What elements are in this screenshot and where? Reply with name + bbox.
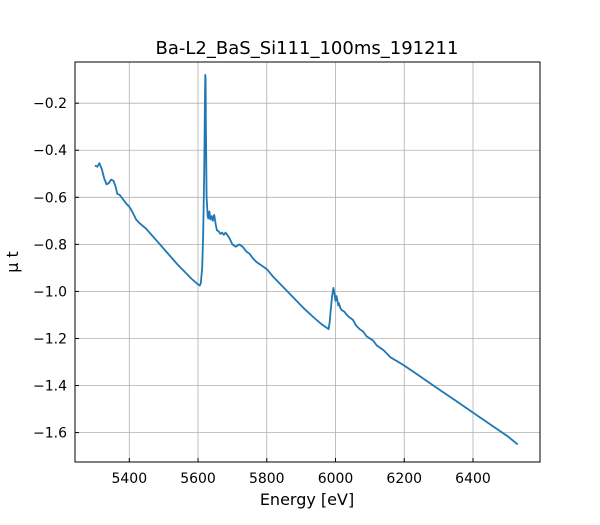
plot-frame <box>74 61 541 463</box>
grid-lines <box>75 62 540 462</box>
y-tick-label: −0.8 <box>33 237 67 253</box>
x-tick-label: 6200 <box>386 471 422 487</box>
y-tick-label: −0.6 <box>33 190 67 206</box>
axis-ticks: 5400 5600 5800 6000 6200 6400 −0.2 −0.4 −0.6 −0.8… <box>33 96 491 487</box>
y-axis-label: μ t <box>3 251 22 273</box>
y-tick-label: −1.4 <box>33 379 67 395</box>
series-line <box>94 74 519 446</box>
x-tick-label: 5600 <box>180 471 216 487</box>
y-tick-label: −0.2 <box>33 96 67 112</box>
y-tick-label: −1.0 <box>33 284 67 300</box>
y-tick-label: −1.6 <box>33 426 67 442</box>
y-tick-label: −0.4 <box>33 143 67 159</box>
x-tick-label: 6400 <box>455 471 491 487</box>
x-axis-label: Energy [eV] <box>260 490 354 509</box>
chart-title: Ba-L2_BaS_Si111_100ms_191211 <box>156 38 459 59</box>
x-tick-label: 5400 <box>111 471 147 487</box>
y-tick-label: −1.2 <box>33 331 67 347</box>
x-tick-label: 6000 <box>318 471 354 487</box>
x-tick-label: 5800 <box>249 471 285 487</box>
plot-area <box>94 74 519 446</box>
